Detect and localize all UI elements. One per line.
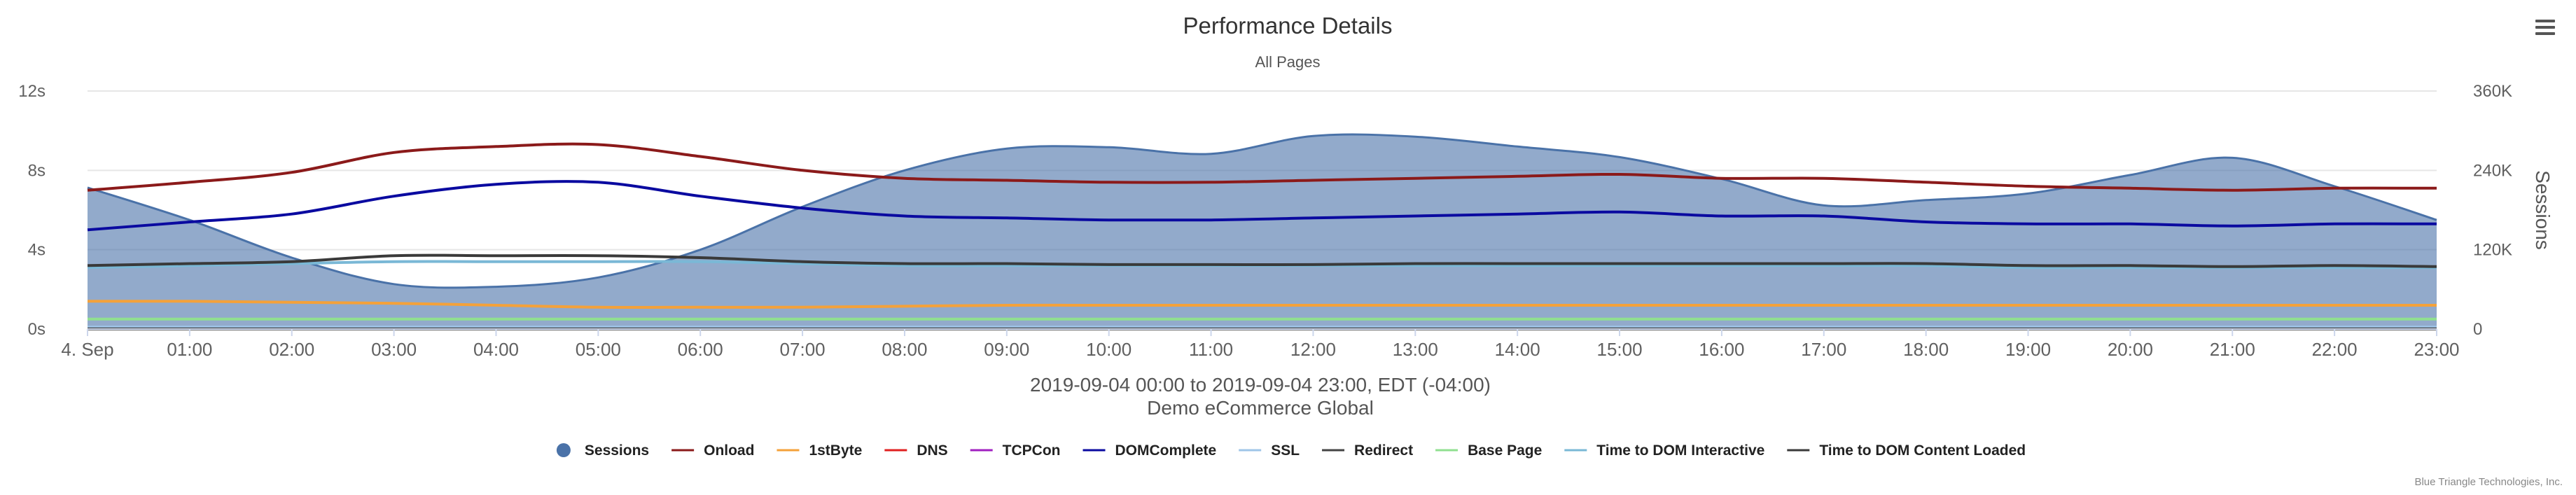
legend-symbol — [556, 443, 571, 457]
y-left-tick-label: 8s — [28, 161, 46, 180]
x-tick-label: 08:00 — [882, 339, 927, 360]
x-tick-label: 17:00 — [1801, 339, 1846, 360]
x-tick-label: 22:00 — [2312, 339, 2358, 360]
menu-bar — [2535, 26, 2555, 29]
y-right-tick-label: 0 — [2473, 320, 2482, 339]
menu-bar — [2535, 32, 2555, 35]
hamburger-menu-icon[interactable] — [2535, 20, 2555, 36]
x-tick-label: 10:00 — [1086, 339, 1132, 360]
x-tick-label: 15:00 — [1597, 339, 1643, 360]
series-line-domcomplete[interactable] — [87, 180, 2437, 232]
series-line-1stbyte[interactable] — [87, 300, 2437, 309]
x-tick-label: 20:00 — [2108, 339, 2153, 360]
legend-item-1stbyte[interactable]: 1stByte — [777, 442, 862, 459]
x-tick-label: 07:00 — [780, 339, 826, 360]
x-tick-label: 14:00 — [1495, 339, 1540, 360]
x-tick-label: 03:00 — [371, 339, 417, 360]
legend-item-base-page[interactable]: Base Page — [1435, 442, 1542, 459]
x-tick-label: 4. Sep — [61, 339, 113, 360]
y-left-tick-label: 12s — [18, 82, 46, 101]
x-tick-label: 18:00 — [1903, 339, 1949, 360]
x-tick-label: 09:00 — [984, 339, 1029, 360]
y-left-tick-label: 4s — [28, 241, 46, 260]
legend-label: Base Page — [1468, 442, 1542, 459]
legend-label: Onload — [704, 442, 754, 459]
x-tick-label: 01:00 — [167, 339, 212, 360]
sessions-area-layer — [87, 133, 2437, 329]
legend-label: Time to DOM Content Loaded — [1819, 442, 2026, 459]
x-tick-label: 13:00 — [1393, 339, 1438, 360]
legend-label: Time to DOM Interactive — [1596, 442, 1764, 459]
y-right-tick-label: 240K — [2473, 161, 2512, 180]
source-caption: Demo eCommerce Global — [1147, 397, 1374, 419]
legend-item-ssl[interactable]: SSL — [1239, 442, 1300, 459]
x-tick-label: 04:00 — [473, 339, 519, 360]
x-tick-label: 02:00 — [269, 339, 314, 360]
legend-label: Redirect — [1354, 442, 1413, 459]
legend-label: Sessions — [585, 442, 649, 459]
chart-subtitle: All Pages — [1255, 53, 1321, 71]
series-area-outline-sessions — [87, 133, 2437, 289]
credits[interactable]: Blue Triangle Technologies, Inc. — [2414, 476, 2563, 488]
x-tick-label: 23:00 — [2414, 339, 2459, 360]
legend-label: DNS — [917, 442, 947, 459]
x-tick-label: 16:00 — [1699, 339, 1744, 360]
legend-item-sessions[interactable]: Sessions — [556, 442, 649, 459]
legend-item-redirect[interactable]: Redirect — [1322, 442, 1413, 459]
y-left-tick-label: 0s — [28, 320, 46, 339]
y-right-tick-label: 120K — [2473, 241, 2512, 260]
legend-label: TCPCon — [1003, 442, 1061, 459]
series-area-sessions[interactable] — [88, 134, 2437, 329]
menu-bar — [2535, 20, 2555, 22]
axes: 0s 4s 8s 12s 0 120K 240K 360K 4. Sep 01:00 02:00 03… — [18, 82, 2512, 360]
x-tick-label: 06:00 — [678, 339, 723, 360]
date-range-caption: 2019-09-04 00:00 to 2019-09-04 23:00, ED… — [1030, 374, 1491, 396]
legend-item-time-to-dom-interactive[interactable]: Time to DOM Interactive — [1564, 442, 1764, 459]
x-tick-label: 19:00 — [2005, 339, 2051, 360]
legend-item-tcpcon[interactable]: TCPCon — [970, 442, 1061, 459]
y-right-tick-label: 360K — [2473, 82, 2512, 101]
right-axis-title: Sessions — [2532, 170, 2554, 250]
series-line-onload[interactable] — [87, 142, 2437, 192]
legend-item-time-to-dom-content-loaded[interactable]: Time to DOM Content Loaded — [1787, 442, 2026, 459]
series-line-time-to-dom-content-loaded[interactable] — [87, 253, 2437, 268]
x-tick-label: 12:00 — [1290, 339, 1336, 360]
legend-label: SSL — [1271, 442, 1300, 459]
legend-item-dns[interactable]: DNS — [884, 442, 948, 459]
legend-item-domcomplete[interactable]: DOMComplete — [1082, 442, 1217, 459]
legend: Sessions Onload 1stByte DNS TCPCon DOMComplet… — [556, 442, 2026, 459]
x-tick-label: 21:00 — [2210, 339, 2255, 360]
x-tick-label: 11:00 — [1189, 339, 1233, 360]
legend-label: DOMComplete — [1115, 442, 1217, 459]
chart-title: Performance Details — [1183, 13, 1393, 39]
x-tick-label: 05:00 — [576, 339, 621, 360]
legend-item-onload[interactable]: Onload — [671, 442, 754, 459]
legend-label: 1stByte — [809, 442, 862, 459]
